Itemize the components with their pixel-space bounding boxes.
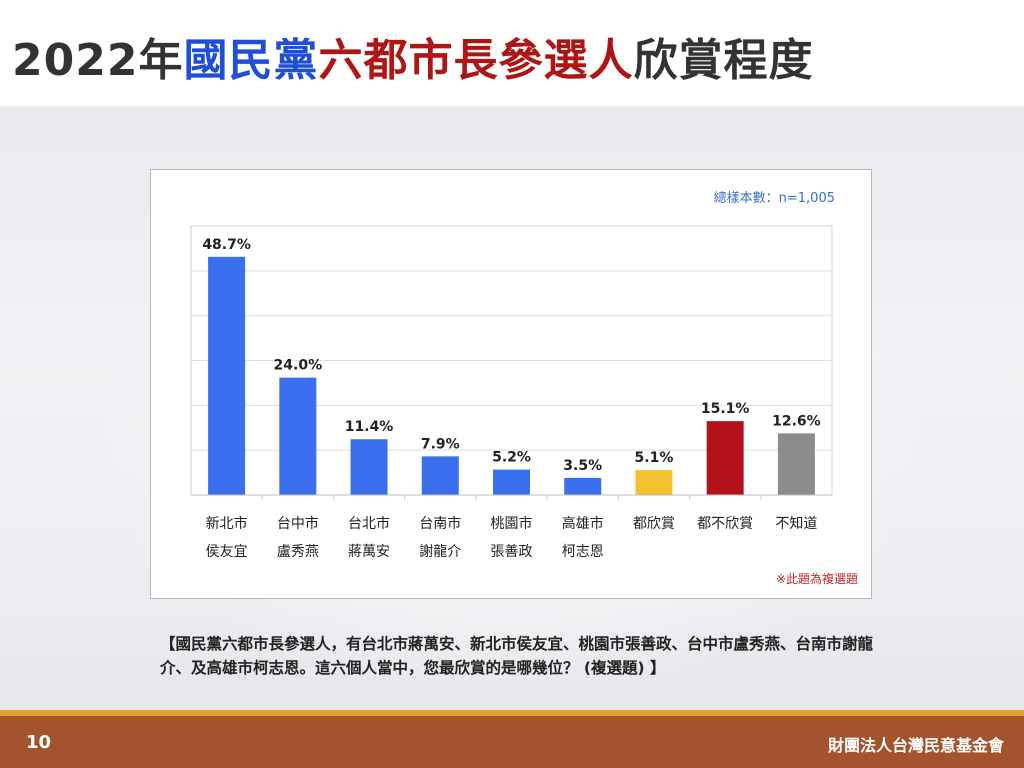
category-label: 台北市 <box>348 515 390 532</box>
bar <box>350 439 388 495</box>
bar-chart: 總樣本數：n=1,005 48.7% 新北市侯友宜 24.0% 台中市盧秀燕 11.4% 台… <box>190 190 858 586</box>
category-label: 盧秀燕 <box>277 544 319 560</box>
data-label: 24.0% <box>274 358 323 374</box>
data-label: 7.9% <box>421 436 460 452</box>
data-label: 5.1% <box>635 450 674 466</box>
category-label: 蔣萬安 <box>348 544 390 560</box>
footer-bar: 10 財團法人台灣民意基金會 <box>0 716 1024 768</box>
category-label: 侯友宜 <box>206 544 248 560</box>
footer-accent-line <box>0 710 1024 716</box>
chart-panel: 總樣本數：n=1,005 48.7% 新北市侯友宜 24.0% 台中市盧秀燕 11.4% 台… <box>150 169 872 599</box>
bar <box>208 256 246 495</box>
data-label: 15.1% <box>701 401 750 417</box>
category-label: 謝龍介 <box>419 543 461 560</box>
data-label: 11.4% <box>345 419 394 435</box>
bar <box>564 477 602 495</box>
bar <box>493 469 530 495</box>
category-label: 張善政 <box>491 544 533 560</box>
survey-question: 【國民黨六都市長參選人，有台北市蔣萬安、新北市侯友宜、桃園市張善政、台中市盧秀燕… <box>160 635 874 677</box>
data-label: 12.6% <box>772 413 821 429</box>
category-label: 不知道 <box>775 515 817 532</box>
category-label: 桃園市 <box>491 515 533 532</box>
page-number: 10 <box>26 732 52 753</box>
data-label: 5.2% <box>492 450 531 466</box>
category-label: 台中市 <box>277 515 319 532</box>
bar <box>777 433 815 495</box>
title-part-party: 國民黨 <box>183 35 319 86</box>
category-label: 都欣賞 <box>633 516 675 532</box>
bar <box>706 421 744 495</box>
title-part: 2022年 <box>12 35 184 86</box>
category-label: 都不欣賞 <box>697 516 753 532</box>
data-label: 3.5% <box>563 458 602 474</box>
sample-size-label: 總樣本數：n=1,005 <box>714 190 835 206</box>
category-label: 高雄市 <box>562 515 604 532</box>
organization-name: 財團法人台灣民意基金會 <box>827 736 1004 755</box>
bar <box>635 470 673 495</box>
title-part-topic: 欣賞程度 <box>633 35 814 86</box>
category-label: 台南市 <box>419 515 461 532</box>
title-part-subject: 六都市長參選人 <box>318 35 634 86</box>
chart-note: ※此題為複選題 <box>776 571 858 586</box>
bar <box>279 377 317 495</box>
data-label: 48.7% <box>202 237 251 253</box>
category-label: 柯志恩 <box>562 544 604 560</box>
slide-title: 2022年國民黨六都市長參選人欣賞程度 <box>12 30 813 92</box>
category-label: 新北市 <box>206 515 248 532</box>
bar <box>421 456 459 495</box>
